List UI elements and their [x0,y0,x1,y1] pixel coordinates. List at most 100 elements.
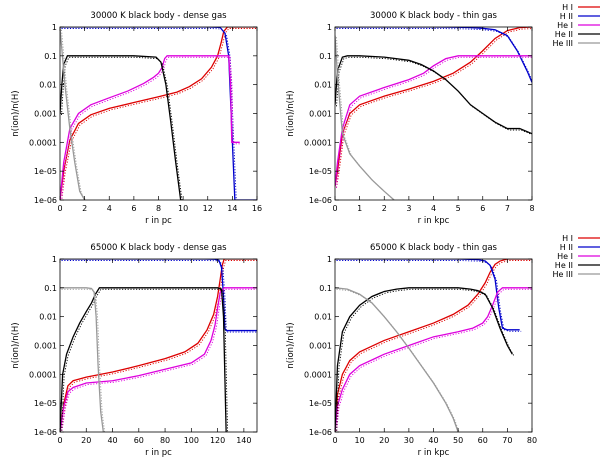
x-tick-label: 60 [478,436,488,445]
y-tick-label: 0.0001 [304,370,332,379]
y-tick-label: 1e-05 [34,399,57,408]
legend-label: He II [555,261,573,270]
y-tick-label: 0.1 [319,52,332,61]
x-tick-label: 8 [529,204,534,213]
x-tick-label: 0 [332,436,337,445]
series-line [60,27,257,200]
series-line-dotted [336,288,460,432]
series-line [60,28,86,200]
x-tick-label: 2 [382,204,387,213]
series-line-dotted [61,28,237,200]
x-tick-label: 3 [406,204,411,213]
y-tick-label: 0.001 [309,110,332,119]
series-line-dotted [336,28,532,188]
series-line-dotted [61,56,183,200]
series-line [60,55,240,200]
x-tick-label: 70 [502,436,512,445]
panel-4: 65000 K black body - thin gas 0 10 20 30 40 50… [286,243,537,458]
x-tick-label: 40 [428,436,438,445]
series-line [335,259,532,432]
y-tick-label: 0.001 [34,342,57,351]
panel-2: 30000 K black body - thin gas 0 1 2 3 4 5 6 7 8 1e… [286,11,535,226]
y-tick-label: 0.01 [39,313,57,322]
x-tick-label: 2 [82,204,87,213]
x-tick-label: 10 [178,204,188,213]
x-tick-label: 7 [505,204,510,213]
y-tick-label: 1 [327,23,332,32]
y-tick-label: 1 [52,255,57,264]
series-line [60,287,257,432]
plot-frame [59,26,258,201]
series-group [335,27,532,200]
x-tick-label: 20 [379,436,389,445]
y-axis-label: n(ion)/n(H) [11,90,21,136]
x-tick-label: 5 [456,204,461,213]
x-tick-label: 0 [332,204,337,213]
y-tick-label: 0.0001 [29,138,57,147]
y-tick-label: 0.1 [319,284,332,293]
x-tick-label: 12 [203,204,213,213]
x-tick-label: 80 [527,436,537,445]
panel-3: 65000 K black body - dense gas 0 20 40 60 80 1… [11,243,258,458]
series-line [335,27,532,83]
x-tick-label: 0 [57,204,62,213]
y-tick-label: 1e-05 [34,167,57,176]
y-tick-label: 1e-05 [309,399,332,408]
y-tick-label: 0.01 [314,313,332,322]
series-line-dotted [336,260,522,332]
series-line-dotted [61,288,106,432]
series-line-dotted [336,288,515,432]
series-line-dotted [336,288,532,432]
series-line [60,259,257,332]
series-line [335,55,532,187]
y-tick-label: 0.01 [314,81,332,90]
series-line [60,287,227,432]
series-line [335,259,520,331]
x-tick-label: 100 [184,436,199,445]
y-axis-label: n(ion)/n(H) [286,90,296,136]
plot-frame [334,26,533,201]
legend-label: He III [552,39,573,48]
y-tick-label: 0.0001 [29,370,57,379]
x-axis-label: r in pc [145,216,172,226]
y-tick-label: 1 [52,23,57,32]
y-axis-label: n(ion)/n(H) [11,322,21,368]
panel-title: 30000 K black body - dense gas [90,11,227,21]
series-line-dotted [61,260,257,432]
x-tick-label: 30 [404,436,414,445]
x-tick-label: 4 [431,204,436,213]
x-tick-label: 80 [160,436,170,445]
x-tick-label: 60 [134,436,144,445]
series-line-dotted [61,260,257,333]
panel-title: 65000 K black body - dense gas [90,243,227,253]
series-line [335,35,395,200]
series-line-dotted [61,288,257,432]
x-axis-label: r in kpc [418,448,450,458]
panel-title: 65000 K black body - thin gas [370,243,498,253]
x-tick-label: 8 [156,204,161,213]
x-tick-label: 50 [453,436,463,445]
panel-title: 30000 K black body - thin gas [370,11,498,21]
x-tick-label: 4 [107,204,112,213]
legend-label: He I [557,252,573,261]
x-tick-label: 40 [107,436,117,445]
y-tick-label: 1e-06 [309,428,332,437]
x-axis-label: r in kpc [418,216,450,226]
y-tick-label: 1e-06 [309,196,332,205]
legend-label: H II [560,12,573,21]
x-tick-label: 120 [210,436,225,445]
y-tick-label: 0.1 [44,284,57,293]
legend-label: H I [562,234,573,243]
x-tick-label: 1 [357,204,362,213]
series-line-dotted [61,288,229,432]
x-tick-label: 14 [227,204,237,213]
series-line [335,287,532,432]
x-axis-label: r in pc [145,448,172,458]
series-group [335,259,532,432]
series-line [335,287,513,432]
y-tick-label: 0.001 [309,342,332,351]
y-tick-label: 1 [327,255,332,264]
series-line [60,259,257,432]
